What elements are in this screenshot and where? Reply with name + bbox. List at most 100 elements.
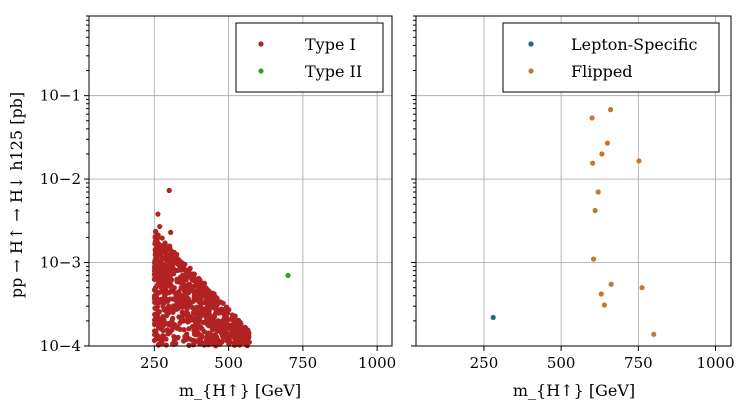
point-type-i: [177, 277, 183, 283]
right-ticks: 250 500 750 1000: [411, 15, 735, 372]
point-type-i: [244, 336, 251, 342]
point-type-i: [168, 229, 174, 235]
x-tick-label: 500: [214, 354, 243, 372]
point-flipped: [598, 291, 604, 297]
point-type-i: [182, 267, 188, 273]
y-axis-label: pp → H↑ → H↓ h125 [pb]: [7, 92, 26, 298]
point-type-i: [168, 254, 174, 261]
point-type-i: [185, 290, 192, 296]
point-flipped: [590, 160, 596, 166]
point-type-i: [165, 283, 171, 289]
point-type-i: [203, 337, 210, 343]
x-tick-label: 750: [289, 354, 318, 372]
point-type-i: [154, 276, 160, 282]
point-type-i: [203, 285, 209, 291]
x-tick-label: 500: [547, 354, 576, 372]
point-type-i: [182, 282, 188, 288]
point-type-i: [192, 275, 198, 282]
point-type-i: [223, 326, 229, 332]
point-type-i: [181, 304, 187, 310]
right-legend: Lepton-Specific Flipped: [502, 22, 720, 93]
point-type-i: [166, 187, 172, 194]
point-type-i: [163, 253, 169, 260]
point-type-i: [239, 330, 246, 336]
point-type-i: [156, 297, 162, 303]
point-type-i: [223, 314, 230, 321]
point-flipped: [607, 107, 614, 113]
point-type-i: [158, 257, 164, 264]
point-type-i: [167, 322, 173, 328]
point-type-i: [154, 238, 160, 244]
legend-label-type-ii: Type II: [305, 62, 362, 81]
point-flipped: [651, 331, 657, 337]
right-x-axis-label: m_{H↑} [GeV]: [513, 381, 635, 400]
point-type-i: [183, 336, 189, 343]
point-type-i: [152, 297, 158, 303]
point-type-i: [181, 327, 187, 333]
point-type-i: [154, 310, 160, 316]
point-type-i: [158, 289, 164, 295]
point-type-i: [233, 340, 239, 346]
point-type-i: [161, 265, 167, 271]
point-type-i: [170, 309, 176, 315]
point-type-i: [189, 337, 195, 343]
point-flipped: [599, 151, 605, 157]
point-type-i: [196, 318, 202, 324]
point-type-i: [152, 329, 159, 335]
point-type-i: [237, 319, 243, 326]
point-type-i: [201, 307, 207, 313]
point-type-i: [193, 297, 199, 303]
point-type-i: [169, 263, 175, 269]
point-type-i: [166, 290, 172, 296]
point-type-i: [216, 321, 222, 327]
point-type-i: [180, 318, 187, 324]
x-tick-label: 250: [470, 354, 499, 372]
point-flipped: [636, 158, 642, 164]
point-type-ii: [285, 272, 291, 279]
point-type-i: [164, 269, 170, 275]
legend-label-flipped: Flipped: [571, 62, 633, 81]
point-type-i: [157, 223, 163, 230]
left-points: [151, 187, 291, 349]
point-type-i: [200, 319, 207, 326]
y-tick-label: 10−3: [40, 254, 81, 272]
x-tick-label: 1000: [358, 354, 396, 372]
point-type-i: [206, 295, 212, 301]
point-type-i: [161, 300, 167, 306]
point-type-i: [155, 342, 162, 348]
point-type-i: [205, 332, 211, 338]
point-type-i: [154, 314, 160, 320]
point-type-i: [176, 257, 182, 263]
y-tick-label: 10−1: [40, 87, 81, 105]
point-type-i: [212, 294, 218, 300]
point-flipped: [592, 207, 598, 214]
left-legend-box: [235, 22, 384, 93]
point-type-i: [197, 290, 203, 296]
point-flipped: [590, 256, 597, 262]
point-type-i: [229, 327, 235, 333]
point-type-i: [157, 244, 163, 250]
point-type-i: [190, 342, 196, 348]
point-type-i: [181, 277, 187, 283]
point-type-i: [243, 328, 250, 335]
point-type-i: [158, 251, 164, 258]
legend-marker-lepton-specific: [528, 41, 534, 47]
point-type-i: [171, 285, 177, 291]
legend-marker-type-i: [258, 41, 264, 47]
point-type-i: [155, 211, 161, 217]
point-type-i: [163, 342, 169, 348]
point-type-i: [213, 340, 219, 346]
point-type-i: [226, 322, 232, 329]
point-type-i: [153, 256, 160, 262]
point-type-i: [186, 342, 192, 348]
point-type-i: [225, 331, 231, 337]
point-type-i: [159, 282, 165, 288]
point-type-i: [165, 331, 171, 337]
point-flipped: [595, 189, 601, 195]
point-type-i: [188, 300, 194, 306]
point-flipped: [608, 281, 614, 287]
point-type-i: [164, 327, 170, 333]
point-flipped: [589, 115, 595, 121]
point-type-i: [201, 312, 207, 318]
point-type-i: [177, 263, 183, 269]
